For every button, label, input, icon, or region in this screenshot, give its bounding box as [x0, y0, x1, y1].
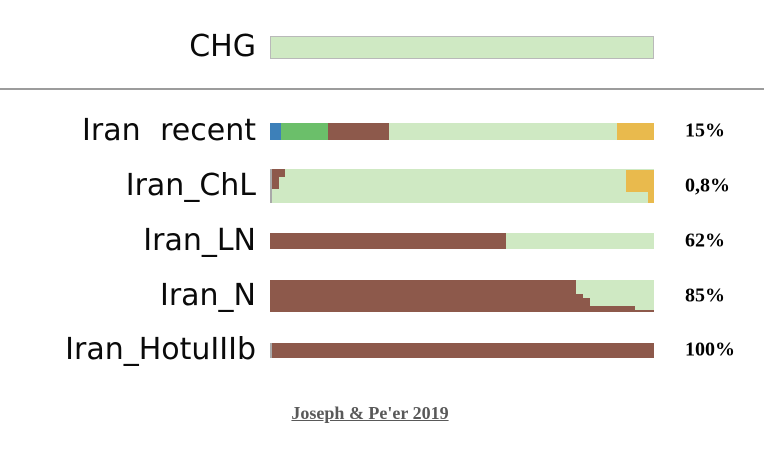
bar-segment-pale_green	[576, 280, 583, 295]
bar-segment-pale_green	[271, 36, 653, 58]
chart-row: Iran recent 15%	[0, 113, 764, 149]
divider-line	[0, 88, 764, 90]
citation-link[interactable]: Joseph & Pe'er 2019	[291, 403, 449, 423]
bar-segment-orange	[626, 170, 654, 193]
bar-segment-brown	[272, 342, 654, 358]
row-label: Iran_N	[159, 278, 256, 313]
row-label: Iran_ChL	[125, 168, 256, 203]
chart-row: Iran_ChL 0,8%	[0, 168, 764, 204]
admixture-bar	[270, 122, 654, 140]
bar-segment-pale_green	[582, 280, 590, 298]
percent-label: 62%	[685, 229, 725, 252]
admixture-bar	[270, 35, 654, 59]
row-label: Iran recent	[82, 113, 256, 148]
chart-row: Iran_HotuIIIb 100%	[0, 332, 764, 368]
bar-segment-brown	[270, 233, 507, 249]
bar-segment-pale_green	[388, 122, 618, 140]
bar-segment-orange	[617, 122, 654, 140]
percent-label: 15%	[685, 119, 725, 142]
bar-segment-brown	[328, 122, 389, 140]
admixture-bar	[270, 233, 654, 249]
bar-segment-pale_green	[272, 169, 654, 203]
bar-segment-pale_green	[634, 280, 654, 311]
chart-row: CHG	[0, 29, 764, 65]
admixture-bar	[270, 169, 654, 203]
row-label: Iran_HotuIIIb	[65, 332, 256, 367]
admixture-bar	[270, 280, 654, 312]
bar-segment-green	[281, 122, 329, 140]
chart-row: Iran_N 85%	[0, 278, 764, 314]
row-label: Iran_LN	[143, 223, 256, 258]
percent-label: 85%	[685, 284, 725, 307]
chart-row: Iran_LN 62%	[0, 223, 764, 259]
percent-label: 0,8%	[685, 174, 730, 197]
admixture-bar	[270, 342, 654, 358]
bar-segment-brown	[272, 169, 279, 190]
bar-segment-pale_green	[506, 233, 654, 249]
bar-segment-pale_green	[589, 280, 635, 306]
bar-segment-orange	[647, 170, 654, 203]
row-label: CHG	[189, 29, 256, 64]
bar-segment-blue	[270, 122, 282, 140]
percent-label: 100%	[685, 338, 735, 361]
